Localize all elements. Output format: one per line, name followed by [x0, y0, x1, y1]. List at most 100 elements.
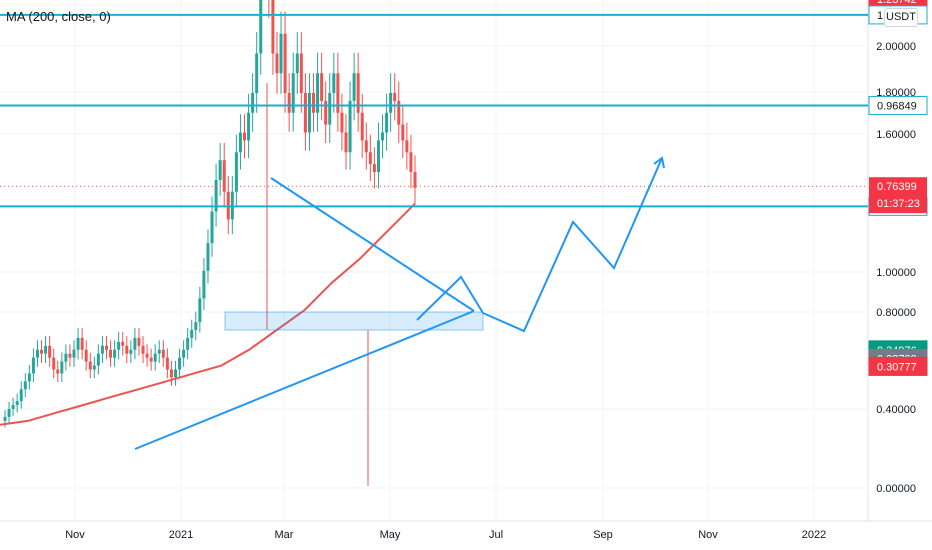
chart-axes [0, 0, 932, 522]
candle-body [88, 361, 92, 370]
candle-body [72, 349, 76, 358]
candle-body [348, 100, 352, 153]
candle-body [182, 349, 186, 358]
candle-body [364, 140, 368, 153]
candles [3, 0, 417, 486]
candle-body [307, 93, 311, 133]
candle-body [206, 243, 210, 271]
candle-body [165, 357, 169, 370]
candle-body [275, 53, 279, 74]
candle-body [255, 53, 259, 93]
axis-price-tag: 0.30777 [877, 361, 917, 373]
current-price-tag-bg [869, 177, 927, 214]
moving-average [0, 202, 416, 426]
candle-body [397, 100, 401, 125]
candle-body [153, 353, 157, 362]
price-unit-button[interactable]: USDT [884, 8, 918, 27]
candle-body [60, 361, 64, 374]
y-tick-label: 0.40000 [876, 404, 916, 416]
candle-body [84, 349, 88, 362]
candle-body [27, 373, 31, 382]
candle-body [405, 140, 409, 153]
y-tick-label: 0.00000 [876, 483, 916, 495]
candle-body [316, 73, 320, 113]
candle-body [234, 152, 238, 192]
candle-body [129, 349, 133, 354]
candle-body [238, 132, 242, 153]
candle-body [178, 357, 182, 370]
y-tick-label: 1.00000 [876, 267, 916, 279]
candle-body [385, 112, 389, 133]
candle-body [125, 345, 129, 354]
candle-body [352, 73, 356, 101]
x-tick-label: Nov [65, 529, 85, 541]
candle-body [368, 152, 372, 165]
candle-body [35, 349, 39, 358]
candle-body [214, 179, 218, 212]
candle-body [413, 172, 417, 188]
price-tags: 1.540001.237421.384331.197690.968490.713… [868, 0, 928, 376]
candle-body [259, 0, 263, 54]
candle-body [104, 345, 108, 350]
candle-body [109, 349, 113, 358]
chart-grid [0, 0, 868, 521]
ma-200-line [0, 202, 416, 426]
candle-body [324, 100, 328, 125]
level-price-tag: 0.96849 [877, 100, 917, 112]
candle-body [283, 33, 287, 93]
x-tick-label: Sep [593, 529, 613, 541]
candle-body [133, 337, 137, 350]
support-zone [224, 311, 484, 331]
candle-body [299, 53, 303, 93]
indicator-legend[interactable]: MA (200, close, 0) [6, 9, 111, 24]
x-tick-label: Jul [489, 529, 503, 541]
candle-body [320, 73, 324, 101]
descending-trendline [270, 177, 475, 312]
projection-path [416, 157, 663, 333]
candle-body [157, 349, 161, 354]
candle-body [121, 341, 125, 346]
candle-body [64, 353, 68, 362]
candle-body [356, 73, 360, 113]
candle-body [336, 73, 340, 113]
candle-body [340, 112, 344, 133]
candle-body [117, 341, 121, 350]
candle-body [100, 345, 104, 354]
candle-body [44, 345, 48, 354]
level-price-tag-bg [868, 95, 928, 115]
candle-body [389, 93, 393, 113]
candle-body [48, 345, 52, 358]
candle-body [40, 349, 44, 354]
candle-body [287, 93, 291, 113]
candle-body [312, 93, 316, 113]
candle-body [271, 0, 275, 54]
x-tick-label: 2022 [802, 529, 826, 541]
axis-price-tag-bg [868, 356, 928, 376]
candle-body [169, 369, 173, 378]
candle-body [372, 164, 376, 172]
candle-body [68, 353, 72, 358]
candle-body [80, 337, 84, 350]
x-tick-label: Mar [275, 529, 294, 541]
y-tick-label: 0.80000 [876, 307, 916, 319]
countdown-tag: 01:37:23 [877, 198, 920, 210]
drawings [0, 13, 868, 450]
x-tick-label: Nov [698, 529, 718, 541]
target-price-tag: 1.23742 [877, 0, 917, 6]
candle-body [218, 160, 222, 180]
candle-body [11, 405, 15, 409]
ascending-trendline [134, 310, 475, 450]
candle-body [360, 112, 364, 141]
axis-ticks: 0.000000.400000.800001.000001.600001.800… [65, 0, 916, 541]
candle-body [393, 93, 397, 101]
candle-body [145, 353, 149, 358]
candle-body [344, 132, 348, 153]
y-tick-label: 2.00000 [876, 41, 916, 53]
candle-body [381, 132, 385, 141]
candle-body [52, 357, 56, 370]
candle-body [279, 33, 283, 74]
candle-body [401, 124, 405, 141]
candle-body [222, 160, 226, 192]
candle-body [409, 152, 413, 172]
